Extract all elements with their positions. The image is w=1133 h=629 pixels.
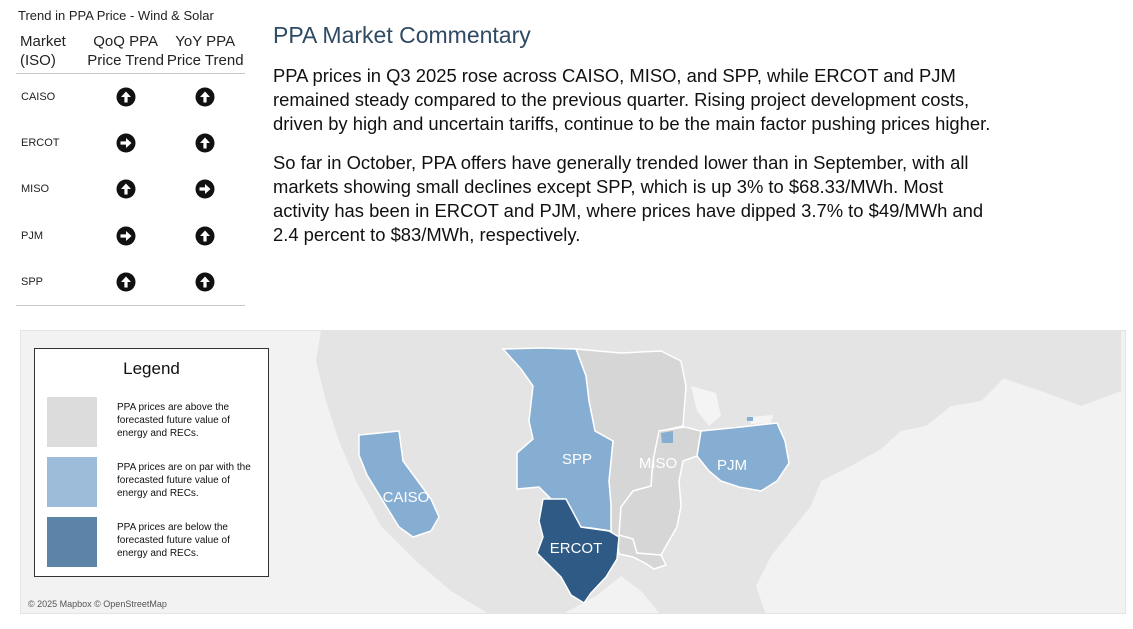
arrow-up-circle-icon [195, 133, 215, 153]
region-ercot[interactable] [536, 498, 620, 605]
commentary-title: PPA Market Commentary [273, 22, 531, 48]
lake-huron [691, 386, 721, 426]
commentary-paragraph-2: So far in October, PPA offers have gener… [273, 151, 984, 246]
qoq-trend-cell [85, 259, 166, 306]
legend-swatch-on-par [47, 457, 97, 507]
table-row: PJM [16, 213, 245, 259]
map-attribution[interactable]: © 2025 Mapbox © OpenStreetMap [28, 599, 167, 609]
trend-table-title: Trend in PPA Price - Wind & Solar [18, 8, 214, 23]
legend-swatch-below [47, 517, 97, 567]
legend-item-on-par: PPA prices are on par with the forecaste… [47, 457, 262, 507]
arrow-up-circle-icon [195, 226, 215, 246]
region-pjm[interactable] [696, 422, 790, 492]
arrow-up-circle-icon [116, 272, 136, 292]
header-qoq: QoQ PPA Price Trend [85, 32, 166, 74]
commentary-paragraph-1: PPA prices in Q3 2025 rose across CAISO,… [273, 65, 991, 135]
qoq-trend-cell [86, 213, 166, 259]
market-name: CAISO [21, 90, 56, 103]
yoy-trend-cell [165, 74, 245, 120]
legend-item-below: PPA prices are below the forecasted futu… [47, 517, 262, 567]
label-spp: SPP [562, 451, 592, 468]
map-legend: Legend PPA prices are above the forecast… [34, 348, 269, 577]
legend-swatch-above [47, 397, 97, 447]
table-row: CAISO [16, 74, 245, 120]
legend-text-on-par: PPA prices are on par with the forecaste… [117, 462, 251, 499]
header-yoy: YoY PPA Price Trend [165, 32, 245, 74]
legend-text-above: PPA prices are above the forecasted futu… [117, 402, 230, 439]
yoy-trend-cell [165, 120, 245, 166]
market-name: PJM [21, 229, 43, 242]
qoq-trend-cell [86, 74, 166, 120]
arrow-right-circle-icon [195, 179, 215, 199]
legend-item-above: PPA prices are above the forecasted futu… [47, 397, 262, 447]
table-row: ERCOT [16, 120, 245, 166]
market-name: ERCOT [21, 137, 60, 150]
market-name: SPP [16, 259, 86, 306]
arrow-up-circle-icon [195, 272, 215, 292]
label-miso: MISO [639, 455, 677, 472]
map-canvas[interactable]: SPP MISO PJM CAISO ERCOT [21, 331, 1126, 614]
qoq-trend-cell [86, 120, 166, 166]
yoy-trend-cell [165, 166, 245, 212]
arrow-up-circle-icon [116, 87, 136, 107]
region-island-marker [747, 417, 753, 421]
label-ercot: ERCOT [550, 540, 603, 557]
market-name: MISO [21, 183, 50, 196]
yoy-trend-cell [165, 213, 245, 259]
arrow-right-circle-icon [116, 133, 136, 153]
legend-text-below: PPA prices are below the forecasted futu… [117, 522, 230, 559]
land-canada-east [881, 331, 1121, 406]
yoy-trend-cell [165, 259, 245, 306]
trend-table: Market (ISO) QoQ PPA Price Trend YoY PPA… [16, 32, 245, 306]
table-row: SPP [16, 259, 245, 306]
commentary-body: PPA prices in Q3 2025 rose across CAISO,… [273, 64, 993, 261]
iso-map[interactable]: SPP MISO PJM CAISO ERCOT Legend PPA pric… [20, 330, 1126, 614]
legend-title: Legend [123, 359, 180, 378]
trend-table-body: CAISO ERCOT MISO PJM SPP [16, 74, 245, 306]
label-caiso: CAISO [383, 489, 430, 506]
arrow-up-circle-icon [116, 179, 136, 199]
arrow-right-circle-icon [116, 226, 136, 246]
qoq-trend-cell [86, 166, 166, 212]
lake-ontario [749, 415, 773, 424]
arrow-up-circle-icon [195, 87, 215, 107]
label-pjm: PJM [717, 457, 747, 474]
region-pjm-fragment [661, 431, 673, 443]
header-market: Market (ISO) [16, 32, 86, 74]
region-caiso[interactable] [358, 430, 440, 538]
table-row: MISO [16, 166, 245, 212]
